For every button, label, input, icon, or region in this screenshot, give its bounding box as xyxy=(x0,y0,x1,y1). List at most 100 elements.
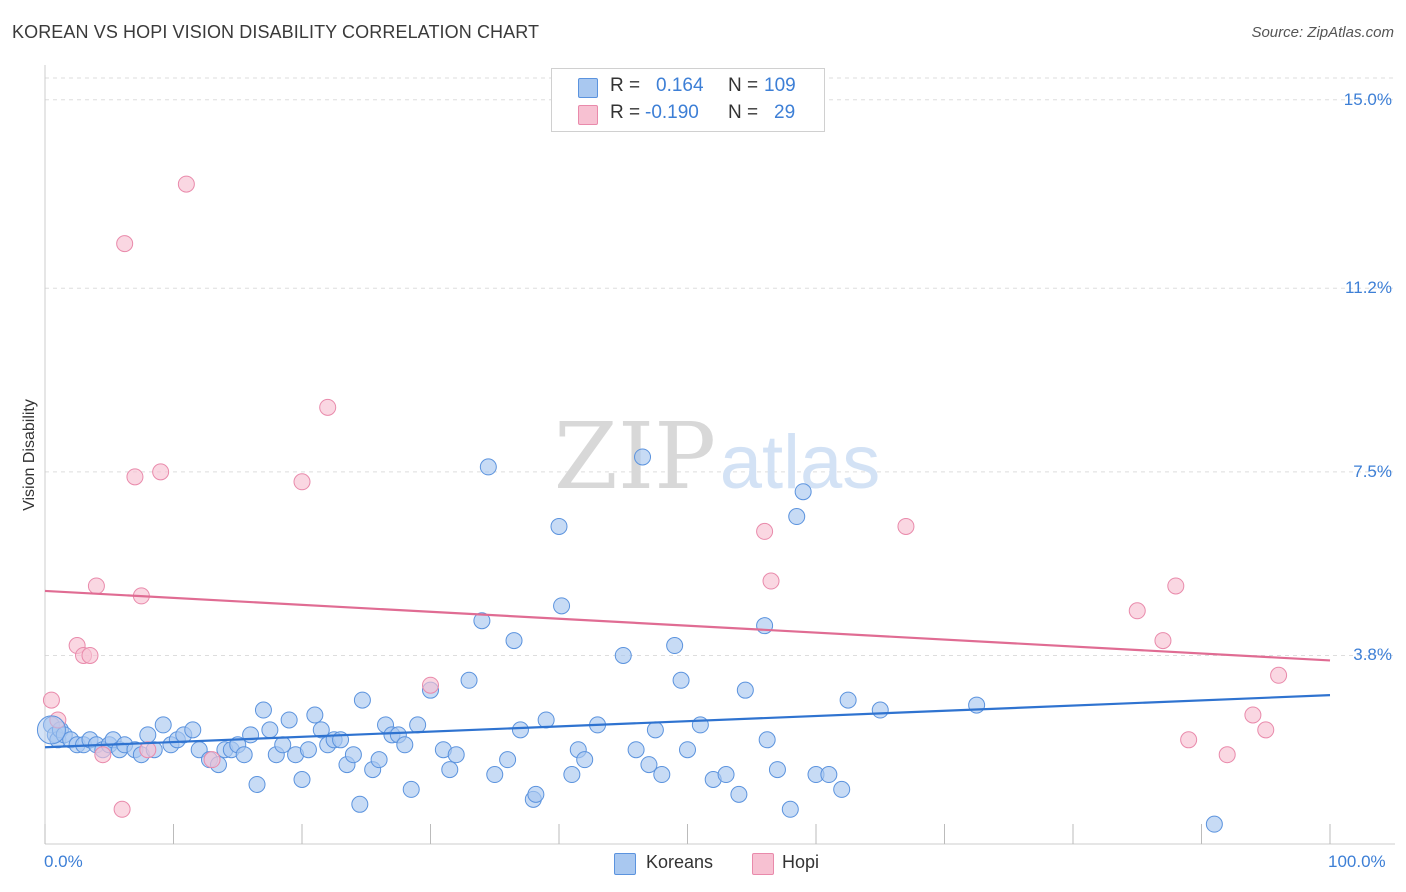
koreans-trend-line xyxy=(44,694,1331,749)
korean-point xyxy=(768,761,786,779)
correlation-legend: R = 0.164 N = 109 R = -0.190 N = 29 xyxy=(551,68,825,132)
hopi-trend-line xyxy=(44,589,1331,662)
korean-point xyxy=(293,770,311,788)
legend-r-value-koreans: 0.164 xyxy=(656,75,704,96)
hopi-point xyxy=(1167,577,1185,595)
hopi-point xyxy=(126,468,144,486)
korean-point xyxy=(242,726,260,744)
hopi-point xyxy=(94,746,112,764)
hopi-point xyxy=(293,473,311,491)
korean-point xyxy=(527,785,545,803)
y-tick-label: 11.2% xyxy=(1345,278,1392,298)
korean-point xyxy=(550,517,568,535)
hopi-point xyxy=(42,691,60,709)
korean-point xyxy=(306,706,324,724)
hopi-point xyxy=(762,572,780,590)
korean-point xyxy=(756,617,774,635)
korean-point xyxy=(396,736,414,754)
korean-point xyxy=(248,775,266,793)
korean-point xyxy=(479,458,497,476)
korean-point xyxy=(1205,815,1223,833)
korean-point xyxy=(511,721,529,739)
hopi-point xyxy=(113,800,131,818)
points-layer xyxy=(36,175,1288,833)
hopi-point xyxy=(116,235,134,253)
hopi-point xyxy=(319,398,337,416)
hopi-point xyxy=(756,522,774,540)
korean-point xyxy=(409,716,427,734)
korean-point xyxy=(781,800,799,818)
trend-layer xyxy=(44,589,1331,749)
legend-r-label: R = xyxy=(610,75,641,96)
bottom-label-koreans: Koreans xyxy=(646,852,714,872)
y-tick-label: 15.0% xyxy=(1343,89,1392,109)
korean-point xyxy=(139,726,157,744)
bottom-swatch-koreans xyxy=(614,853,636,875)
bottom-label-hopi: Hopi xyxy=(782,852,820,872)
korean-point xyxy=(717,766,735,784)
korean-point xyxy=(280,711,298,729)
korean-point xyxy=(553,597,571,615)
axes-layer xyxy=(44,65,1395,845)
korean-point xyxy=(839,691,857,709)
hopi-point xyxy=(177,175,195,193)
hopi-point xyxy=(1218,746,1236,764)
korean-point xyxy=(344,746,362,764)
hopi-point xyxy=(1257,721,1275,739)
korean-point xyxy=(833,780,851,798)
grid-layer xyxy=(45,77,1395,656)
hopi-point xyxy=(1270,666,1288,684)
korean-point xyxy=(691,716,709,734)
legend-n-label: N = xyxy=(728,75,759,96)
y-tick-label: 7.5% xyxy=(1353,461,1392,481)
chart-title: KOREAN VS HOPI VISION DISABILITY CORRELA… xyxy=(12,22,540,42)
korean-point xyxy=(627,741,645,759)
hopi-point xyxy=(422,676,439,694)
legend-r-label: R = xyxy=(610,102,641,123)
korean-point xyxy=(666,637,684,655)
korean-point xyxy=(653,766,671,784)
hopi-point xyxy=(1128,602,1146,620)
korean-point xyxy=(299,741,317,759)
korean-point xyxy=(499,751,517,769)
korean-point xyxy=(353,691,371,709)
korean-point xyxy=(235,746,253,764)
x-tick-max: 100.0% xyxy=(1328,852,1386,871)
hopi-point xyxy=(203,751,221,769)
hopi-point xyxy=(897,517,915,535)
korean-point xyxy=(184,721,202,739)
korean-point xyxy=(486,766,504,784)
korean-point xyxy=(447,746,465,764)
korean-point xyxy=(576,751,594,769)
korean-point xyxy=(370,751,388,769)
korean-point xyxy=(261,721,279,739)
hopi-point xyxy=(1154,632,1172,650)
watermark: ZIP atlas xyxy=(554,403,880,510)
korean-point xyxy=(788,508,806,526)
korean-cluster-point xyxy=(36,715,66,745)
korean-point xyxy=(640,756,658,774)
korean-point xyxy=(402,780,420,798)
legend-r-value-hopi: -0.190 xyxy=(645,102,699,123)
korean-point xyxy=(614,646,632,664)
korean-point xyxy=(537,711,555,729)
korean-point xyxy=(730,785,748,803)
hopi-point xyxy=(1180,731,1198,749)
korean-point xyxy=(794,483,812,501)
korean-point xyxy=(634,448,652,466)
korean-point xyxy=(351,795,369,813)
hopi-point xyxy=(81,646,99,664)
legend-n-value-koreans: 109 xyxy=(764,75,796,96)
y-tick-label: 3.8% xyxy=(1353,645,1392,665)
korean-point xyxy=(505,632,523,650)
hopi-point xyxy=(1244,706,1262,724)
korean-point xyxy=(736,681,754,699)
korean-point xyxy=(460,671,478,689)
hopi-point xyxy=(139,741,157,759)
korean-point xyxy=(758,731,776,749)
x-tick-min: 0.0% xyxy=(44,852,83,871)
korean-point xyxy=(679,741,696,759)
korean-point xyxy=(672,671,690,689)
bottom-swatch-hopi xyxy=(752,853,774,875)
